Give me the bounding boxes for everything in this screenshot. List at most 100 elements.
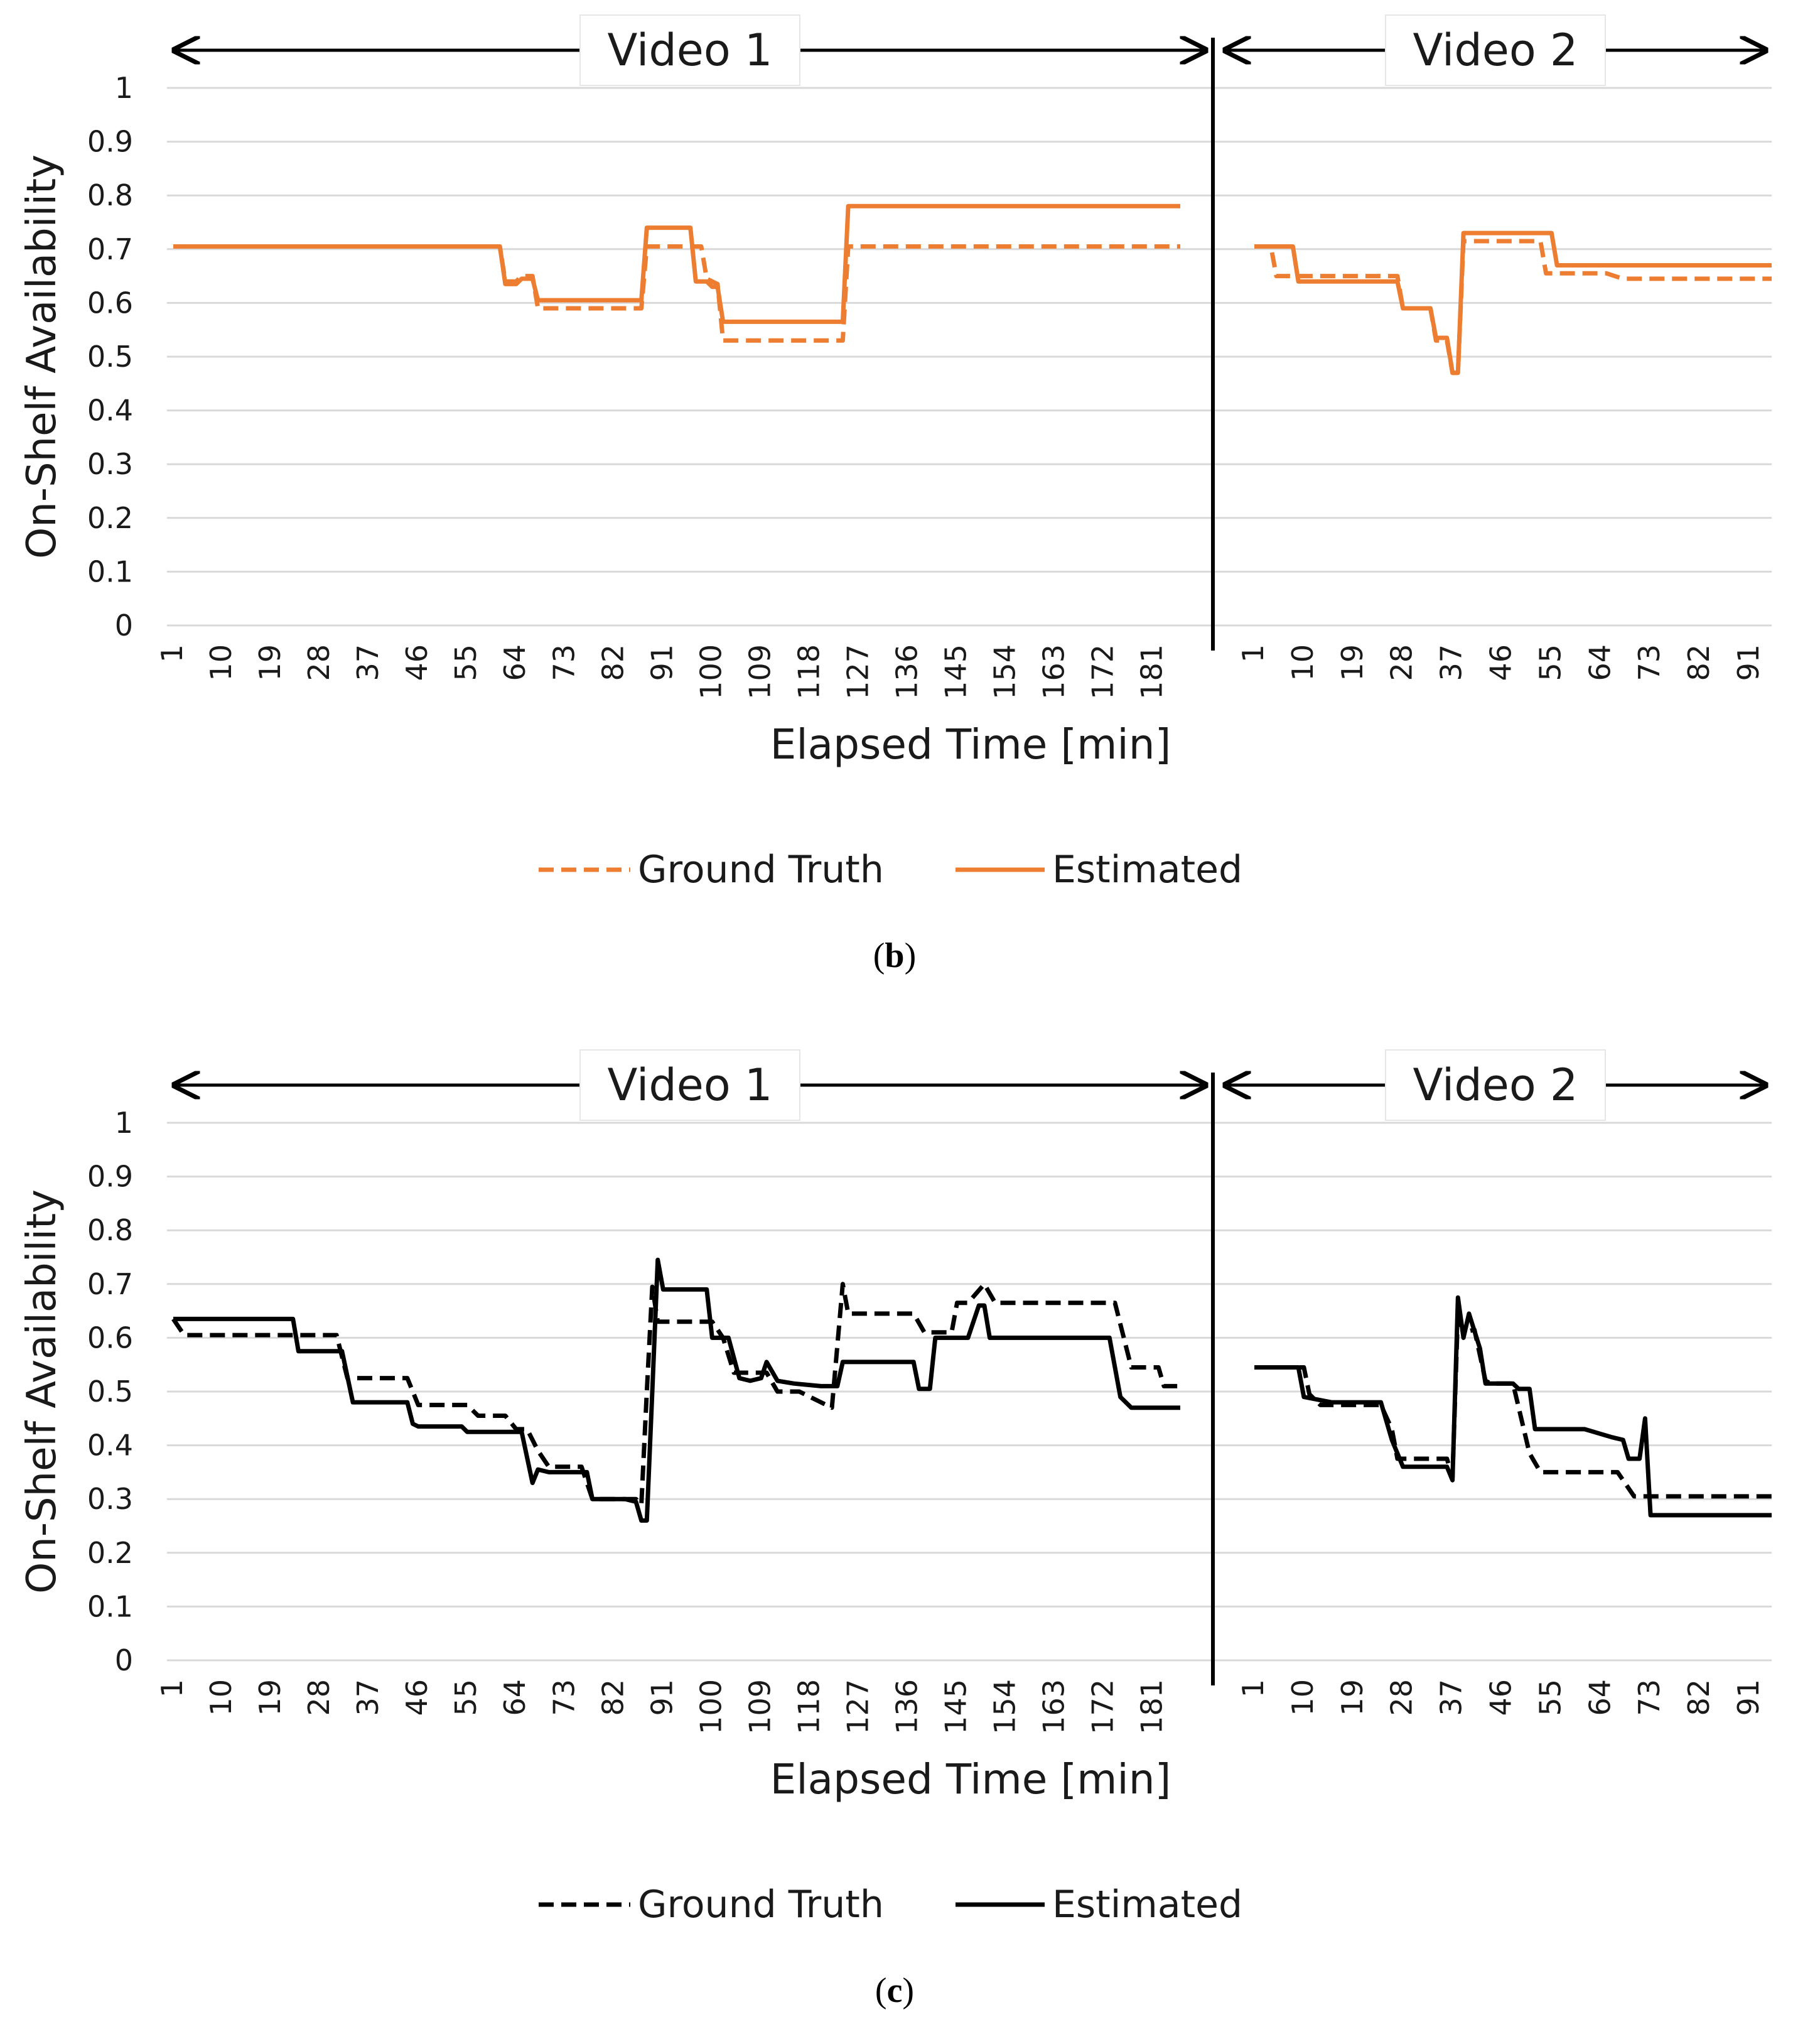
x-tick-label: 37 xyxy=(1435,644,1468,681)
x-tick-label: 64 xyxy=(498,1679,532,1716)
x-tick-label: 181 xyxy=(1135,644,1169,700)
x-tick-label: 163 xyxy=(1037,644,1071,700)
x-tick-label: 1 xyxy=(155,1679,189,1697)
y-tick-label: 0.2 xyxy=(87,501,133,535)
panel-label-box xyxy=(579,1049,800,1121)
chart-b: 0 0.1 0.2 0.3 0.4 0.5 0.6 0.7 0.8 0.9 1 On-Shelf Av… xyxy=(19,14,1772,975)
x-tick-label: 118 xyxy=(792,644,826,700)
x-tick-label: 91 xyxy=(1731,1679,1765,1716)
y-tick-label: 0.5 xyxy=(87,1375,133,1409)
x-tick-label: 46 xyxy=(1483,1679,1517,1716)
x-tick-label: 127 xyxy=(841,644,875,700)
y-tick-label: 0.1 xyxy=(87,554,133,588)
x-tick-label: 154 xyxy=(988,644,1022,700)
legend-label-ground-truth: Ground Truth xyxy=(638,1883,884,1927)
x-tick-label: 64 xyxy=(498,644,532,681)
y-tick-label: 1 xyxy=(115,1106,133,1140)
y-tick-label: 1 xyxy=(115,71,133,105)
x-tick-label: 19 xyxy=(1335,644,1369,681)
x-tick-label: 109 xyxy=(743,644,777,700)
x-tick-label: 127 xyxy=(841,1679,875,1734)
x-tick-label: 100 xyxy=(694,1679,728,1734)
figure-caption: (b) xyxy=(873,936,916,975)
x-tick-label: 73 xyxy=(1632,1679,1666,1716)
series-line-estimated xyxy=(173,203,1180,324)
x-tick-label: 64 xyxy=(1583,1679,1617,1716)
x-tick-label: 1 xyxy=(1236,644,1270,662)
x-tick-label: 145 xyxy=(939,644,973,700)
y-axis-label: On-Shelf Availability xyxy=(19,154,65,559)
x-tick-label: 55 xyxy=(449,1679,483,1716)
panel-label-box xyxy=(1385,1049,1606,1121)
x-axis-label: Elapsed Time [min] xyxy=(770,720,1171,769)
y-tick-label: 0 xyxy=(115,608,133,642)
y-tick-label: 0.8 xyxy=(87,178,133,212)
panel-label: Video 1 xyxy=(608,1059,773,1111)
y-tick-label: 0.8 xyxy=(87,1213,133,1247)
x-axis-label: Elapsed Time [min] xyxy=(770,1755,1171,1803)
x-tick-label: 10 xyxy=(204,644,238,681)
series-line-estimated xyxy=(173,1257,1180,1523)
x-tick-label: 37 xyxy=(351,644,385,681)
y-tick-label: 0.3 xyxy=(87,447,133,481)
x-tick-label: 100 xyxy=(694,644,728,700)
series-line-ground-truth xyxy=(1254,239,1772,376)
x-tick-label: 82 xyxy=(1682,1679,1716,1716)
panel-label-box xyxy=(1385,14,1606,86)
x-tick-label: 28 xyxy=(302,1679,336,1716)
x-tick-label: 19 xyxy=(1335,1679,1369,1716)
x-tick-label: 37 xyxy=(1435,1679,1468,1716)
legend-label-estimated: Estimated xyxy=(1052,848,1242,892)
y-tick-label: 0.5 xyxy=(87,340,133,374)
x-tick-label: 19 xyxy=(253,1679,287,1716)
y-tick-label: 0.3 xyxy=(87,1482,133,1516)
x-tick-label: 55 xyxy=(1533,644,1567,681)
y-tick-label: 0.4 xyxy=(87,1429,133,1463)
x-tick-label: 91 xyxy=(645,644,679,681)
x-tick-label: 37 xyxy=(351,1679,385,1716)
y-tick-label: 0.9 xyxy=(87,125,133,159)
x-tick-label: 118 xyxy=(792,1679,826,1734)
x-tick-label: 172 xyxy=(1086,644,1120,700)
series-line-ground-truth xyxy=(173,244,1180,343)
legend: Ground Truth Estimated xyxy=(539,1883,1242,1927)
x-tick-label: 136 xyxy=(890,1679,923,1734)
x-tick-label: 181 xyxy=(1135,1679,1169,1734)
legend-label-estimated: Estimated xyxy=(1052,1883,1242,1927)
x-tick-label: 82 xyxy=(596,644,630,681)
x-tick-label: 10 xyxy=(204,1679,238,1716)
x-tick-label: 73 xyxy=(547,644,581,681)
series-line-estimated xyxy=(1254,1295,1772,1518)
legend-label-ground-truth: Ground Truth xyxy=(638,848,884,892)
x-tick-label: 55 xyxy=(1533,1679,1567,1716)
x-tick-label: 46 xyxy=(400,1679,434,1716)
series-line-estimated xyxy=(1254,230,1772,376)
x-tick-label: 145 xyxy=(939,1679,973,1734)
x-tick-label: 1 xyxy=(155,644,189,662)
chart-c: 0 0.1 0.2 0.3 0.4 0.5 0.6 0.7 0.8 0.9 1 On-Shelf Av… xyxy=(19,1049,1772,2010)
x-tick-label: 73 xyxy=(547,1679,581,1716)
x-tick-label: 64 xyxy=(1583,644,1617,681)
y-tick-label: 0.6 xyxy=(87,1321,133,1355)
y-tick-label: 0.7 xyxy=(87,232,133,266)
legend: Ground Truth Estimated xyxy=(539,848,1242,892)
x-tick-label: 10 xyxy=(1286,644,1320,681)
panel-label-box xyxy=(579,14,800,86)
x-tick-label: 91 xyxy=(1731,644,1765,681)
panel-label: Video 2 xyxy=(1413,24,1578,76)
x-tick-label: 172 xyxy=(1086,1679,1120,1734)
x-tick-label: 109 xyxy=(743,1679,777,1734)
x-tick-label: 73 xyxy=(1632,644,1666,681)
x-tick-label: 46 xyxy=(1483,644,1517,681)
x-tick-label: 28 xyxy=(1385,1679,1419,1716)
series-line-ground-truth xyxy=(171,1282,1180,1507)
x-tick-label: 28 xyxy=(1385,644,1419,681)
x-tick-label: 10 xyxy=(1286,1679,1320,1716)
y-tick-label: 0.4 xyxy=(87,394,133,428)
x-tick-label: 136 xyxy=(890,644,923,700)
x-tick-label: 154 xyxy=(988,1679,1022,1734)
y-tick-label: 0.7 xyxy=(87,1267,133,1301)
x-tick-label: 82 xyxy=(1682,644,1716,681)
y-tick-label: 0.1 xyxy=(87,1589,133,1623)
